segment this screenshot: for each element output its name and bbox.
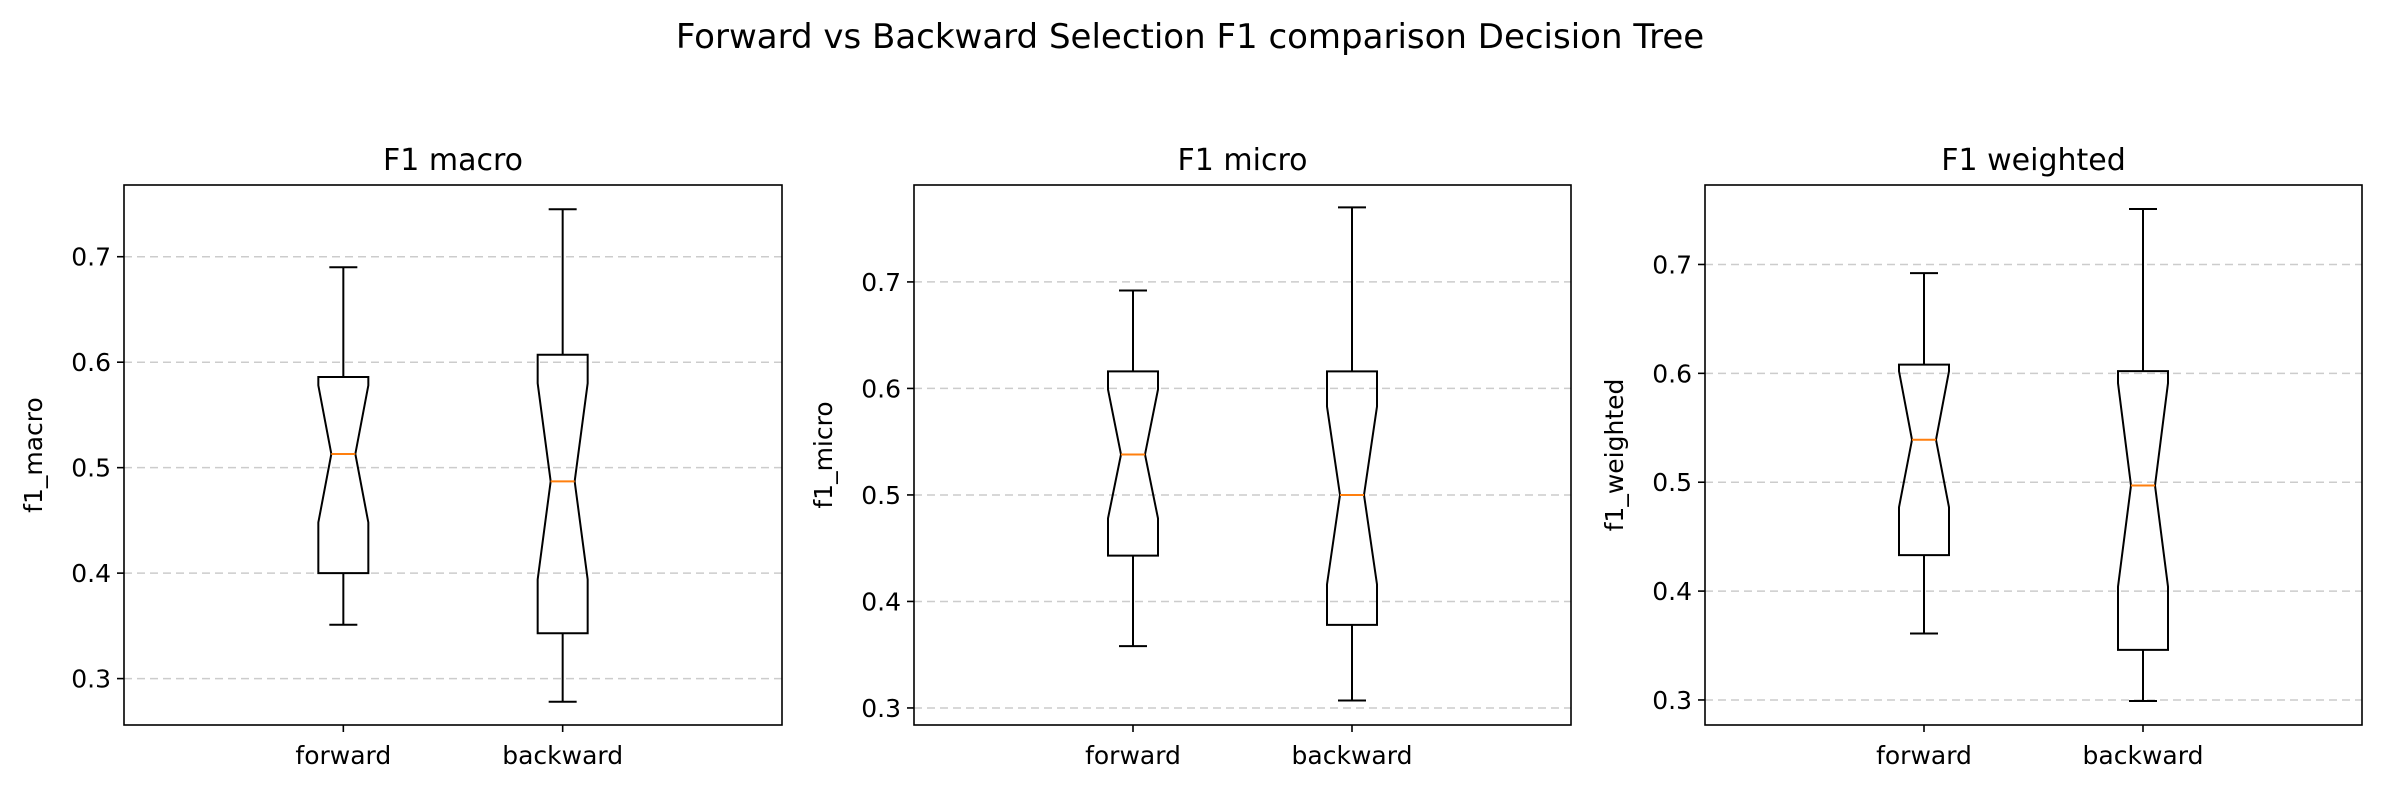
subplot-title: F1 micro [1178, 143, 1308, 178]
y-tick-label: 0.5 [71, 454, 111, 483]
x-tick-label: backward [2083, 741, 2204, 770]
axes-frame [1704, 184, 2363, 726]
subplot-1: 0.3 0.4 0.5 0.6 0.7 forward backward F1 macro f1… [19, 143, 783, 770]
box-body [2117, 370, 2169, 651]
y-tick-label: 0.5 [861, 481, 901, 510]
y-tick-label: 0.3 [71, 665, 111, 694]
y-tick-label: 0.5 [1652, 468, 1692, 497]
box-forward [317, 266, 370, 626]
box-body [536, 353, 589, 635]
x-tick-label: backward [502, 741, 623, 770]
y-tick-label: 0.7 [71, 243, 111, 272]
axes-frame [123, 184, 783, 726]
box-forward [1107, 289, 1159, 648]
box-body [1107, 370, 1159, 557]
y-tick-label: 0.3 [1652, 686, 1692, 715]
y-tick-label: 0.7 [861, 268, 901, 297]
y-tick-label: 0.6 [1652, 359, 1692, 388]
y-tick-label: 0.3 [861, 694, 901, 723]
axes-frame [913, 184, 1572, 726]
y-tick-label: 0.6 [861, 374, 901, 403]
y-axis-label: f1_micro [809, 401, 838, 508]
y-tick-label: 0.4 [861, 587, 901, 616]
subplot-3: 0.3 0.4 0.5 0.6 0.7 forward backward F1 weighte… [1600, 143, 2363, 770]
box-backward [1326, 206, 1378, 702]
subplot-title: F1 macro [383, 143, 523, 178]
box-backward [2117, 207, 2169, 703]
x-tick-label: forward [295, 741, 391, 770]
box-forward [1898, 272, 1950, 635]
y-tick-label: 0.7 [1652, 250, 1692, 279]
y-tick-label: 0.4 [1652, 577, 1692, 606]
subplot-title: F1 weighted [1941, 143, 2126, 178]
box-body [1326, 370, 1378, 626]
figure-title: Forward vs Backward Selection F1 compari… [676, 17, 1704, 57]
y-axis-label: f1_macro [19, 397, 48, 513]
x-tick-label: forward [1085, 741, 1181, 770]
box-body [1898, 363, 1950, 557]
y-tick-label: 0.4 [71, 559, 111, 588]
y-tick-label: 0.6 [71, 348, 111, 377]
box-body [317, 375, 370, 575]
x-tick-label: backward [1292, 741, 1413, 770]
x-tick-label: forward [1876, 741, 1972, 770]
y-axis-label: f1_weighted [1600, 379, 1629, 532]
subplot-2: 0.3 0.4 0.5 0.6 0.7 forward backward F1 micro f1… [809, 143, 1572, 770]
box-backward [536, 208, 589, 703]
